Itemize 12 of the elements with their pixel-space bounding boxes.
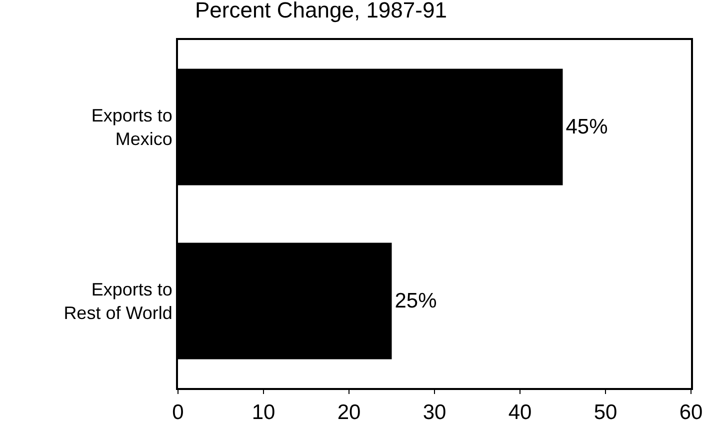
data-label: 25% <box>394 290 437 312</box>
x-tick-label: 50 <box>594 401 618 424</box>
x-tick-label: 20 <box>337 401 361 424</box>
x-tick-label: 30 <box>422 401 446 424</box>
y-tick-label: Exports to Rest of World <box>64 280 172 323</box>
y-tick-label: Exports to Mexico <box>91 106 172 149</box>
data-label: 45% <box>566 116 608 138</box>
x-tick-label: 40 <box>508 401 532 424</box>
x-tick-label: 0 <box>172 401 184 424</box>
chart-title: Percent Change, 1987-91 <box>194 0 447 23</box>
x-tick-label: 60 <box>679 401 703 424</box>
x-tick-label: 10 <box>252 401 276 424</box>
